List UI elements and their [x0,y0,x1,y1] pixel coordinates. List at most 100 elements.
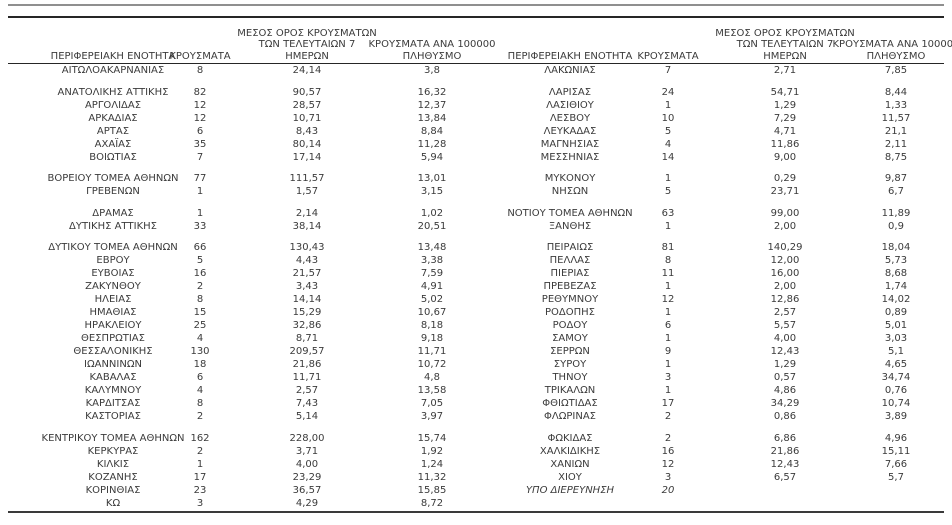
avg7-cell: 8,71 [295,333,319,345]
avg7-cell: 23,71 [770,186,800,198]
region-cell: ΔΡΑΜΑΣ [92,207,134,219]
avg7-header-line1: ΜΕΣΟΣ ΟΡΟΣ ΚΡΟΥΣΜΑΤΩΝ [715,27,855,39]
table-row: ΚΟΖΑΝΗΣ 17 23,29 11,32 [8,471,476,484]
left-table-body: ΑΙΤΩΛΟΑΚΑΡΝΑΝΙΑΣ 8 24,14 3,8 ΑΝΑΤΟΛΙΚΗΣ ΑΤΤΙ… [8,64,476,510]
region-cell: ΞΑΝΘΗΣ [548,220,592,232]
per100k-cell: 1,33 [884,99,908,111]
table-row [8,233,476,242]
cases-cell: 4 [196,385,204,397]
avg7-cell: 6,86 [773,432,797,444]
table-row: ΗΡΑΚΛΕΙΟΥ 25 32,86 8,18 [8,319,476,332]
cases-cell: 77 [193,173,207,185]
table-row: ΘΕΣΠΡΩΤΙΑΣ 4 8,71 9,18 [8,332,476,345]
region-cell: ΝΟΤΙΟΥ ΤΟΜΕΑ ΑΘΗΝΩΝ [507,207,633,219]
avg7-cell: 1,57 [295,186,319,198]
per100k-cell: 15,74 [417,432,447,444]
avg7-cell: 2,14 [295,207,319,219]
region-cell: ΣΕΡΡΩΝ [550,346,590,358]
table-row: ΤΡΙΚΑΛΩΝ 1 4,86 0,76 [476,384,944,397]
cases-cell: 8 [664,255,672,267]
per100k-cell: 7,05 [420,398,444,410]
table-row: ΠΕΛΛΑΣ 8 12,00 5,73 [476,254,944,267]
table-row: ΚΑΣΤΟΡΙΑΣ 2 5,14 3,97 [8,410,476,423]
per100k-cell: 8,75 [884,151,908,163]
region-cell: ΦΩΚΙΔΑΣ [547,432,593,444]
cases-cell: 16 [193,268,207,280]
cases-column-header: ΚΡΟΥΣΜΑΤΑ [637,50,699,62]
avg7-cell: 32,86 [292,320,322,332]
table-row [476,198,944,207]
table-row: ΜΥΚΟΝΟΥ 1 0,29 9,87 [476,172,944,185]
table-row: ΑΡΚΑΔΙΑΣ 12 10,71 13,84 [8,112,476,125]
table-row: ΝΟΤΙΟΥ ΤΟΜΕΑ ΑΘΗΝΩΝ 63 99,00 11,89 [476,207,944,220]
per100k-cell: 0,9 [888,220,904,232]
cases-cell: 5 [664,186,672,198]
cases-cell: 3 [196,497,204,509]
per100k-cell: 8,72 [420,497,444,509]
avg7-cell: 24,14 [292,65,322,76]
per100k-cell: 3,97 [420,411,444,423]
region-cell: ΜΥΚΟΝΟΥ [544,173,596,185]
avg7-cell: 4,00 [773,333,797,345]
region-cell: ΒΟΡΕΙΟΥ ΤΟΜΕΑ ΑΘΗΝΩΝ [47,173,179,185]
table-row: ΚΕΡΚΥΡΑΣ 2 3,71 1,92 [8,445,476,458]
per100k-cell: 11,89 [881,207,911,219]
cases-cell: 66 [193,242,207,254]
region-cell: ΗΜΑΘΙΑΣ [89,307,137,319]
per100k-cell: 4,65 [884,359,908,371]
cases-cell: 63 [661,207,675,219]
region-cell: ΣΥΡΟΥ [553,359,587,371]
avg7-cell: 111,57 [289,173,325,185]
per100k-cell: 13,58 [417,385,447,397]
cases-cell: 130 [190,346,210,358]
avg7-cell: 21,86 [292,359,322,371]
region-cell: ΧΑΝΙΩΝ [550,458,590,470]
per100k-header-line2: ΠΛΗΘΥΣΜΟ [866,50,926,62]
cases-cell: 16 [661,445,675,457]
table-row: ΣΥΡΟΥ 1 1,29 4,65 [476,358,944,371]
region-cell: ΠΡΕΒΕΖΑΣ [543,281,597,293]
per100k-cell: 13,84 [417,112,447,124]
avg7-header-line2: ΤΩΝ ΤΕΛΕΥΤΑΙΩΝ 7 [258,39,356,50]
per100k-cell: 7,59 [420,268,444,280]
per100k-cell: 5,02 [420,294,444,306]
per100k-cell: 1,02 [420,207,444,219]
avg7-header-line1: ΜΕΣΟΣ ΟΡΟΣ ΚΡΟΥΣΜΑΤΩΝ [237,27,377,39]
per100k-cell: 20,51 [417,220,447,232]
cases-cell: 12 [661,458,675,470]
table-row: ΑΝΑΤΟΛΙΚΗΣ ΑΤΤΙΚΗΣ 82 90,57 16,32 [8,86,476,99]
cases-cell: 1 [664,99,672,111]
avg7-cell: 3,71 [295,445,319,457]
per100k-cell: 16,32 [417,86,447,98]
avg7-cell: 2,71 [773,65,797,76]
table-row [8,423,476,432]
per100k-cell: 10,67 [417,307,447,319]
cases-cell: 82 [193,86,207,98]
cases-cell: 11 [661,268,675,280]
table-row [8,164,476,173]
region-cell: ΤΗΝΟΥ [552,372,588,384]
region-cell: ΛΑΣΙΘΙΟΥ [546,99,594,111]
cases-cell: 15 [193,307,207,319]
region-cell: ΑΡΤΑΣ [96,125,130,137]
table-row: ΖΑΚΥΝΘΟΥ 2 3,43 4,91 [8,280,476,293]
per100k-column-header: ΚΡΟΥΣΜΑΤΑ ΑΝΑ 100000 ΠΛΗΘΥΣΜΟ [833,39,952,62]
region-cell: ΝΗΣΩΝ [551,186,589,198]
avg7-cell: 15,29 [292,307,322,319]
top-gray-rule [8,4,944,6]
cases-cell: 2 [664,432,672,444]
region-cell: ΑΡΚΑΔΙΑΣ [88,112,138,124]
region-cell: ΚΑΛΥΜΝΟΥ [84,385,142,397]
table-row: ΗΜΑΘΙΑΣ 15 15,29 10,67 [8,306,476,319]
table-row: ΜΕΣΣΗΝΙΑΣ 14 9,00 8,75 [476,151,944,164]
table-row: ΧΑΝΙΩΝ 12 12,43 7,66 [476,458,944,471]
region-cell: ΔΥΤΙΚΗΣ ΑΤΤΙΚΗΣ [69,220,157,232]
avg7-cell: 7,29 [773,112,797,124]
per100k-cell: 11,57 [881,112,911,124]
per100k-cell: 5,94 [420,151,444,163]
cases-cell: 2 [664,411,672,423]
region-cell: ΙΩΑΝΝΙΝΩΝ [84,359,142,371]
cases-cell: 4 [664,138,672,150]
region-cell: ΔΥΤΙΚΟΥ ΤΟΜΕΑ ΑΘΗΝΩΝ [48,242,178,254]
region-cell: ΚΑΒΑΛΑΣ [89,372,137,384]
